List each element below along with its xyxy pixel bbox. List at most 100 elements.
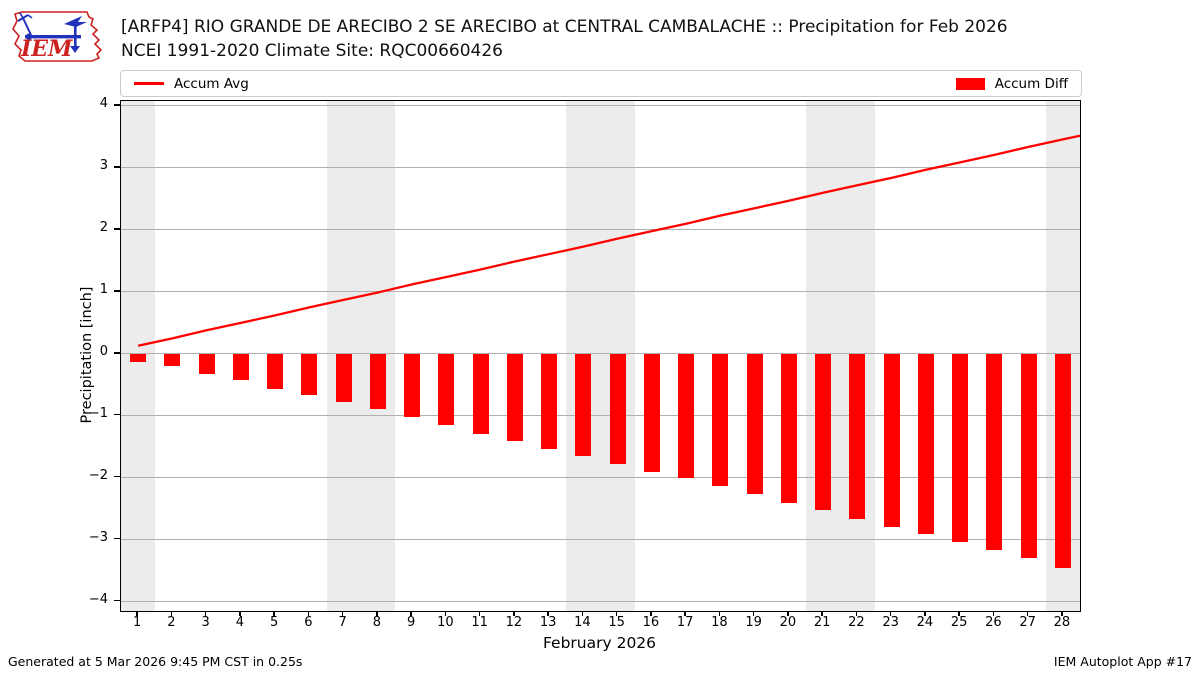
x-tick-mark (992, 611, 995, 616)
x-tick-label: 26 (985, 615, 1002, 630)
legend-label-accum-diff: Accum Diff (994, 75, 1068, 92)
x-tick-label: 15 (608, 615, 625, 630)
x-tick-mark (855, 611, 858, 616)
x-tick-mark (958, 611, 960, 616)
accum-diff-bar (849, 353, 866, 519)
accum-diff-bar (780, 353, 797, 503)
accum-diff-bar (267, 353, 284, 389)
x-tick-label: 8 (372, 615, 382, 630)
y-tick-mark (114, 166, 120, 168)
x-tick-label: 14 (574, 615, 591, 630)
accum-diff-bar (164, 353, 181, 367)
y-axis-tick-marks (114, 100, 120, 610)
x-tick-label: 27 (1019, 615, 1036, 630)
x-tick-mark (376, 611, 378, 616)
x-tick-label: 9 (406, 615, 416, 630)
accum-diff-bar (815, 353, 832, 510)
plot-area (120, 100, 1081, 612)
x-tick-mark (444, 611, 447, 616)
y-tick-label: 1 (99, 281, 108, 297)
gridline (121, 539, 1080, 541)
y-tick-mark (114, 352, 120, 354)
iem-logo-text: IEM (20, 36, 73, 62)
x-tick-label: 23 (882, 615, 899, 630)
y-tick-label: 0 (99, 343, 108, 359)
y-tick-mark (114, 476, 120, 478)
x-tick-label: 16 (642, 615, 660, 630)
y-tick-label: 2 (99, 219, 108, 235)
accum-diff-bar (952, 353, 969, 542)
iowa-outline (12, 11, 103, 62)
x-tick-mark (239, 611, 241, 616)
y-tick-mark (114, 600, 120, 602)
x-axis-tick-marks (120, 611, 1079, 617)
x-tick-mark (889, 611, 892, 616)
y-tick-mark (114, 104, 120, 106)
x-tick-label: 17 (676, 615, 694, 630)
gridline (121, 477, 1080, 479)
y-tick-label: 4 (99, 95, 108, 111)
accum-diff-bar (541, 353, 558, 449)
x-axis-label: February 2026 (542, 634, 657, 652)
x-tick-mark (650, 611, 652, 616)
x-tick-label: 11 (471, 615, 488, 630)
x-tick-mark (924, 611, 926, 616)
x-tick-label: 21 (813, 615, 831, 630)
y-tick-label: 3 (99, 157, 108, 173)
x-tick-mark (821, 611, 823, 616)
gridline (121, 291, 1080, 293)
x-tick-mark (341, 611, 344, 616)
x-tick-label: 20 (779, 615, 797, 630)
legend: Accum Avg Accum Diff (120, 70, 1082, 97)
x-tick-label: 22 (848, 615, 865, 630)
accum-diff-bar (1020, 353, 1037, 559)
accum-diff-bar (335, 353, 352, 403)
x-tick-label: 3 (201, 615, 210, 630)
x-tick-mark (307, 611, 310, 616)
x-tick-label: 24 (916, 615, 934, 630)
figure-title-line2: NCEI 1991-2020 Climate Site: RQC00660426 (121, 41, 503, 61)
y-tick-label: −1 (88, 405, 108, 421)
iem-logo: IEM (12, 11, 103, 62)
gridline (121, 353, 1080, 355)
x-tick-label: 12 (505, 615, 523, 630)
x-tick-mark (684, 611, 686, 616)
accum-diff-bar (369, 353, 386, 409)
x-tick-mark (513, 611, 515, 616)
figure-titles: [ARFP4] RIO GRANDE DE ARECIBO 2 SE ARECI… (121, 15, 1008, 63)
x-tick-mark (273, 611, 275, 616)
x-tick-mark (478, 611, 481, 616)
x-tick-mark (615, 611, 618, 616)
x-tick-label: 1 (132, 615, 142, 630)
x-tick-mark (136, 611, 138, 616)
x-axis-tick-labels: 1 2 3 4 5 6 7 8 9 10 11 12 13 14 15 16 17 18 19 20 21 22 23 24 2… (120, 615, 1079, 630)
x-tick-label: 18 (711, 615, 728, 630)
x-tick-label: 4 (235, 615, 245, 630)
accum-diff-bar (438, 353, 455, 426)
legend-label-accum-avg: Accum Avg (174, 75, 249, 92)
x-tick-mark (581, 611, 584, 616)
y-tick-mark (114, 538, 120, 540)
legend-item-accum-avg: Accum Avg (134, 76, 249, 92)
x-tick-mark (752, 611, 755, 616)
x-tick-label: 2 (167, 615, 176, 630)
x-tick-label: 10 (437, 615, 454, 630)
legend-item-accum-diff: Accum Diff (955, 75, 1068, 92)
footer-app-id: IEM Autoplot App #17 (1053, 654, 1192, 669)
accum-diff-bar (746, 353, 763, 494)
x-tick-mark (1026, 611, 1029, 616)
accum-diff-bar (232, 353, 249, 381)
accum-diff-bar (678, 353, 695, 479)
gridline (121, 229, 1080, 231)
gridline (121, 415, 1080, 417)
accum-diff-bar (130, 353, 147, 362)
x-tick-label: 28 (1053, 615, 1071, 630)
y-tick-mark (114, 414, 120, 416)
accum-diff-bar (883, 353, 900, 527)
accum-avg-line (137, 134, 1080, 347)
y-axis-tick-labels: −4 −3 −2 −1 0 1 2 3 4 (58, 96, 108, 610)
y-tick-mark (114, 228, 120, 230)
accum-diff-bar (506, 353, 523, 441)
footer-generated-at: Generated at 5 Mar 2026 9:45 PM CST in 0… (8, 654, 303, 669)
accum-diff-bar (472, 353, 489, 434)
